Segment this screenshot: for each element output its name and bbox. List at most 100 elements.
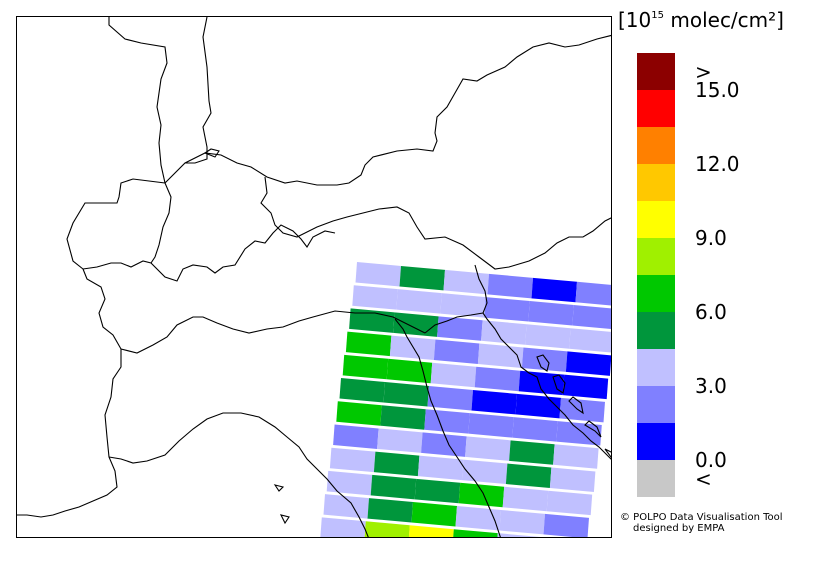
legend-swatch <box>637 312 675 349</box>
swath-cell <box>528 301 574 326</box>
map-canvas <box>17 17 611 537</box>
swath-cell <box>349 308 395 333</box>
swath-cell <box>373 451 420 477</box>
swath-cell <box>525 324 571 349</box>
swath-cell <box>458 482 505 508</box>
swath-cell <box>468 413 514 438</box>
swath-cell <box>565 351 611 376</box>
border-line <box>108 412 369 537</box>
swath-cell <box>417 455 464 481</box>
swath-cell <box>443 269 489 295</box>
border-line <box>66 178 166 270</box>
island <box>279 514 290 525</box>
swath-cell <box>575 281 611 306</box>
swath-cell <box>484 297 530 322</box>
swath-cell <box>396 289 442 314</box>
swath-cell <box>440 293 486 318</box>
swath-cell <box>512 417 558 442</box>
swath-cell <box>414 478 461 504</box>
swath-cell <box>497 533 541 537</box>
swath-cell <box>474 366 521 392</box>
legend-swatch <box>637 349 675 386</box>
legend-tick-label: 6.0 <box>695 300 727 324</box>
swath-cell <box>543 513 589 537</box>
swath-cell <box>562 374 609 400</box>
border-line <box>82 224 336 282</box>
swath-cell <box>499 509 545 535</box>
coastline <box>474 264 611 460</box>
swath-cell <box>370 474 417 500</box>
legend-swatch <box>637 53 675 90</box>
border-line <box>120 310 426 354</box>
swath-cell <box>421 432 467 457</box>
swath-cell <box>531 277 577 303</box>
swath-cell <box>453 529 498 537</box>
legend-tick-label: < <box>695 466 712 491</box>
swath-cell <box>399 265 445 291</box>
swath-cell <box>461 459 508 485</box>
swath-cell <box>364 521 410 537</box>
swath-cell <box>333 424 379 449</box>
swath-cell <box>367 498 413 523</box>
satellite-swath <box>320 262 611 537</box>
credit-line-1: © POLPO Data Visualisation Tool <box>620 512 783 523</box>
island <box>604 448 611 458</box>
swath-cell <box>320 517 366 537</box>
swath-cell <box>518 370 565 396</box>
island <box>273 484 285 492</box>
border-line <box>17 268 122 518</box>
border-line <box>150 182 172 264</box>
swath-cell <box>323 494 369 519</box>
swath-cell <box>455 506 501 531</box>
swath-cell <box>437 316 483 341</box>
swath-cell <box>471 389 517 415</box>
legend-swatch <box>637 238 675 275</box>
legend-swatch <box>637 201 675 238</box>
border-line <box>260 176 611 270</box>
island <box>203 148 220 158</box>
map-panel <box>16 16 612 538</box>
units-label: [1015 molec/cm²] <box>618 8 784 32</box>
swath-cell <box>424 409 470 434</box>
legend-swatch <box>637 460 675 497</box>
swath-cell <box>509 440 555 465</box>
swath-cell <box>556 421 602 446</box>
swath-cell <box>352 285 398 310</box>
swath-cell <box>408 525 454 537</box>
swath-cell <box>515 393 561 419</box>
legend-swatch <box>637 90 675 127</box>
swath-cell <box>342 354 389 380</box>
swath-cell <box>477 343 524 368</box>
swath-cell <box>433 339 480 365</box>
swath-cell <box>345 331 392 357</box>
legend-tick-label: 3.0 <box>695 374 727 398</box>
island <box>536 354 550 372</box>
swath-cell <box>487 273 533 299</box>
swath-cell <box>502 486 549 512</box>
swath-cell <box>336 401 382 426</box>
border-line <box>108 17 168 184</box>
legend-tick-label: 0.0 <box>695 448 727 472</box>
legend-swatch <box>637 386 675 423</box>
credit-line-2: designed by EMPA <box>633 523 725 534</box>
coastline <box>424 312 484 334</box>
legend-tick-label: 15.0 <box>695 78 740 102</box>
legend-swatch <box>637 423 675 460</box>
swath-cell <box>411 502 457 527</box>
swath-cell <box>569 328 611 353</box>
island <box>552 374 566 394</box>
legend-swatch <box>637 127 675 164</box>
credit-text: © POLPO Data Visualisation Tool designed… <box>620 512 783 534</box>
swath-cell <box>427 385 473 411</box>
swath-cell <box>572 305 611 329</box>
swath-cell <box>326 470 373 496</box>
legend-tick-label: 9.0 <box>695 226 727 250</box>
swath-cell <box>465 436 511 461</box>
swath-cell <box>339 378 385 403</box>
border-line <box>185 17 212 164</box>
legend-swatch <box>637 275 675 312</box>
swath-cell <box>549 467 596 492</box>
swath-cell <box>389 335 436 361</box>
swath-cell <box>430 362 477 388</box>
swath-cell <box>377 428 423 453</box>
